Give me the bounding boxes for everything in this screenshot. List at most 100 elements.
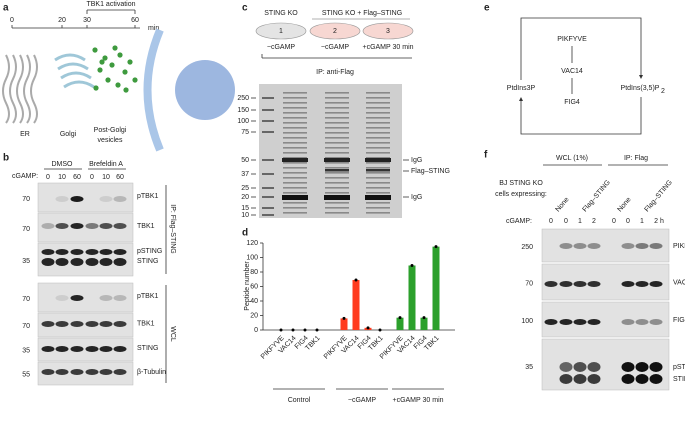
- band: [70, 295, 84, 301]
- gel-band: [366, 207, 390, 209]
- condition: −cGAMP: [267, 44, 296, 51]
- gel-band: [366, 162, 390, 164]
- vesicle: [102, 55, 108, 61]
- time-tick: 0: [10, 17, 14, 24]
- gel-band: [283, 142, 307, 144]
- band: [635, 374, 649, 384]
- band: [99, 223, 113, 229]
- band: [635, 281, 649, 287]
- label: vesicles: [98, 137, 123, 144]
- dish: [309, 22, 361, 40]
- band-label: Flag–STING: [411, 168, 450, 175]
- blot: [37, 182, 134, 213]
- blot: [541, 301, 670, 338]
- band: [113, 295, 127, 301]
- label: FIG4: [564, 99, 580, 106]
- ladder-band: [262, 120, 274, 122]
- bar: [352, 279, 360, 330]
- band: [544, 281, 558, 287]
- gel-band: [366, 97, 390, 99]
- mw-label: 35: [525, 364, 533, 371]
- y-axis-title: Peptide number: [244, 261, 251, 311]
- band: [85, 321, 99, 327]
- band: [99, 249, 113, 255]
- vesicle: [115, 82, 121, 88]
- band: [113, 196, 127, 202]
- dish: [255, 22, 307, 40]
- gel-band: [366, 152, 390, 154]
- condition: +cGAMP 30 min: [362, 44, 413, 51]
- band: [70, 346, 84, 352]
- time-unit: min: [148, 25, 159, 32]
- gel-band: [325, 127, 349, 129]
- panel-label: f: [484, 150, 488, 161]
- gel-band: [325, 182, 349, 184]
- side-label: IP: Flag–STING: [169, 204, 176, 253]
- y-tick-label: 120: [246, 240, 258, 247]
- band: [41, 223, 55, 229]
- protein-label: pTBK1: [137, 293, 159, 300]
- gel-band: [283, 202, 307, 204]
- band: [85, 258, 99, 266]
- gel-band: [325, 147, 349, 149]
- y-tick-label: 0: [254, 327, 258, 334]
- label: Post-Golgi: [94, 127, 127, 134]
- band: [621, 362, 635, 372]
- ladder-band: [262, 214, 274, 216]
- mw-label: 250: [237, 95, 249, 102]
- band: [587, 374, 601, 384]
- panel-label: c: [242, 3, 248, 14]
- band: [621, 243, 635, 249]
- band: [559, 374, 573, 384]
- construct-label: None: [617, 196, 633, 213]
- time-tick: 30: [83, 17, 91, 24]
- gel-band: [325, 132, 349, 134]
- band: [70, 369, 84, 375]
- group-label: +cGAMP 30 min: [392, 397, 443, 404]
- dish-number: 3: [386, 28, 390, 35]
- gel-band: [325, 152, 349, 154]
- gel-band: [325, 202, 349, 204]
- band: [573, 243, 587, 249]
- gel-band: [283, 132, 307, 134]
- band: [635, 362, 649, 372]
- lane-label: 1: [640, 218, 644, 225]
- band: [70, 196, 84, 202]
- gel-band: [325, 192, 349, 194]
- y-tick-label: 40: [250, 298, 258, 305]
- vesicle: [127, 59, 133, 65]
- gel-band: [366, 169, 390, 172]
- band: [113, 321, 127, 327]
- band: [573, 319, 587, 325]
- row-label: cGAMP:: [506, 218, 532, 225]
- gel-band: [366, 137, 390, 139]
- mw-label: 10: [241, 212, 249, 219]
- gel-band: [365, 195, 391, 200]
- point: [354, 278, 358, 282]
- band: [559, 243, 573, 249]
- lane-label: 0: [564, 218, 568, 225]
- band: [99, 196, 113, 202]
- gel-band: [325, 102, 349, 104]
- gel-band: [366, 167, 390, 169]
- bar: [396, 317, 404, 330]
- gel-band: [366, 172, 390, 174]
- band: [113, 346, 127, 352]
- gel-band: [283, 157, 307, 159]
- label: ER: [20, 131, 30, 138]
- label: WCL (1%): [556, 155, 588, 162]
- band: [544, 319, 558, 325]
- protein-label: VAC14: [673, 280, 685, 287]
- band: [573, 374, 587, 384]
- gel-band: [366, 127, 390, 129]
- gel-band: [325, 172, 349, 174]
- mw-label: 100: [521, 318, 533, 325]
- band: [113, 258, 127, 266]
- time-tick: 20: [58, 17, 66, 24]
- band: [99, 346, 113, 352]
- mw-label: 55: [22, 371, 30, 378]
- mw-label: 250: [521, 244, 533, 251]
- point: [315, 328, 319, 332]
- band: [649, 319, 663, 325]
- band: [41, 258, 55, 266]
